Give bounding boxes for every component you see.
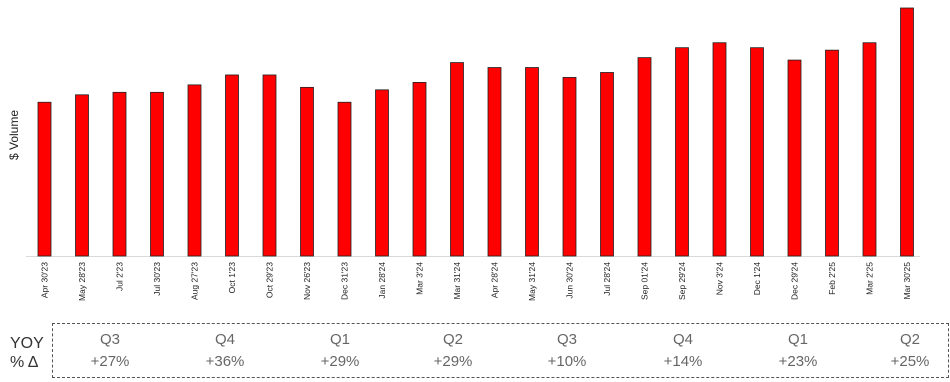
bar: [787, 59, 802, 257]
yoy-quarter-cell: Q2 +29%: [408, 329, 498, 373]
yoy-quarter-cell: Q3 +10%: [522, 329, 612, 373]
bar: [675, 47, 689, 257]
x-tick-label: Oct 1'23: [227, 262, 237, 294]
bar: [187, 84, 202, 257]
yoy-quarter-cell: Q1 +29%: [295, 329, 385, 373]
yoy-quarter-cell: Q3 +27%: [65, 329, 155, 373]
x-tick-label: Dec 31'23: [340, 262, 350, 300]
bar: [262, 74, 277, 257]
yoy-quarter-label: Q1: [787, 331, 808, 348]
yoy-percent: +10%: [547, 353, 587, 370]
x-tick-label: Nov 26'23: [302, 262, 312, 300]
yoy-percent: +36%: [205, 353, 245, 370]
bar: [412, 82, 427, 257]
x-tick-label: Mar 2'25: [865, 262, 875, 295]
bar: [300, 86, 314, 257]
yoy-label-line2: % Δ: [10, 354, 39, 371]
yoy-percent: +29%: [320, 353, 360, 370]
x-tick-label: May 31'24: [527, 262, 537, 301]
bar: [525, 67, 539, 257]
yoy-quarter-cell: Q2 +25%: [865, 329, 950, 373]
x-tick-label: Sep 01'24: [640, 262, 650, 300]
x-tick-label: Dec 29'24: [790, 262, 800, 300]
yoy-percent: +23%: [778, 353, 818, 370]
x-tick-label: Apr 30'23: [40, 262, 50, 298]
x-tick-label: Jul 2'23: [115, 262, 125, 291]
x-tick-label: Nov 3'24: [715, 262, 725, 296]
bar: [112, 91, 127, 257]
yoy-quarter-label: Q4: [214, 331, 235, 348]
yoy-quarter-label: Q3: [99, 331, 120, 348]
x-tick-label: Aug 27'23: [190, 262, 200, 300]
x-tick-label: May 28'23: [77, 262, 87, 301]
bar: [75, 94, 89, 257]
yoy-quarter-label: Q2: [899, 331, 920, 348]
yoy-quarter-cell: Q1 +23%: [753, 329, 843, 373]
x-tick-label: Mar 31'24: [452, 262, 462, 300]
yoy-percent: +25%: [890, 353, 930, 370]
bar: [150, 91, 164, 257]
bar: [637, 57, 652, 257]
yoy-quarter-cell: Q4 +14%: [638, 329, 728, 373]
x-tick-label: Oct 29'23: [265, 262, 275, 298]
yoy-quarter-label: Q2: [442, 331, 463, 348]
bar: [37, 101, 52, 257]
bar: [450, 62, 464, 257]
x-tick-label: Jun 30'24: [565, 262, 575, 299]
bar: [825, 49, 839, 257]
x-tick-label: Feb 2'25: [827, 262, 837, 295]
yoy-percent: +27%: [90, 353, 130, 370]
bar: [225, 74, 239, 257]
yoy-table-box: [52, 323, 949, 378]
y-axis-label: $ Volume: [7, 109, 21, 161]
yoy-percent: +14%: [663, 353, 703, 370]
x-tick-label: Mar 3'24: [415, 262, 425, 295]
yoy-percent: +29%: [433, 353, 473, 370]
x-tick-label: Jan 28'24: [377, 262, 387, 299]
bar: [750, 47, 764, 257]
x-tick-label: Apr 28'24: [490, 262, 500, 298]
yoy-quarter-label: Q4: [672, 331, 693, 348]
yoy-label-line1: YOY: [10, 335, 44, 352]
bar: [862, 42, 877, 257]
yoy-quarter-label: Q3: [556, 331, 577, 348]
bar: [712, 42, 727, 257]
x-tick-label: Jul 30'23: [152, 262, 162, 296]
x-tick-label: Dec 1'24: [752, 262, 762, 296]
bar: [487, 67, 502, 257]
bar: [337, 101, 352, 257]
bar: [562, 77, 577, 257]
x-tick-label: Jul 28'24: [602, 262, 612, 296]
bar: [900, 7, 914, 257]
bar-chart: Apr 30'23 May 28'23 Jul 2'23 Jul 30'23 Aug 2…: [26, 7, 920, 301]
yoy-quarter-cell: Q4 +36%: [180, 329, 270, 373]
yoy-quarter-label: Q1: [329, 331, 350, 348]
bar: [375, 89, 389, 257]
x-tick-label: Sep 29'24: [677, 262, 687, 300]
x-tick-label: Mar 30'25: [902, 262, 912, 300]
yoy-label: YOY % Δ: [10, 334, 44, 372]
bar: [600, 72, 614, 257]
